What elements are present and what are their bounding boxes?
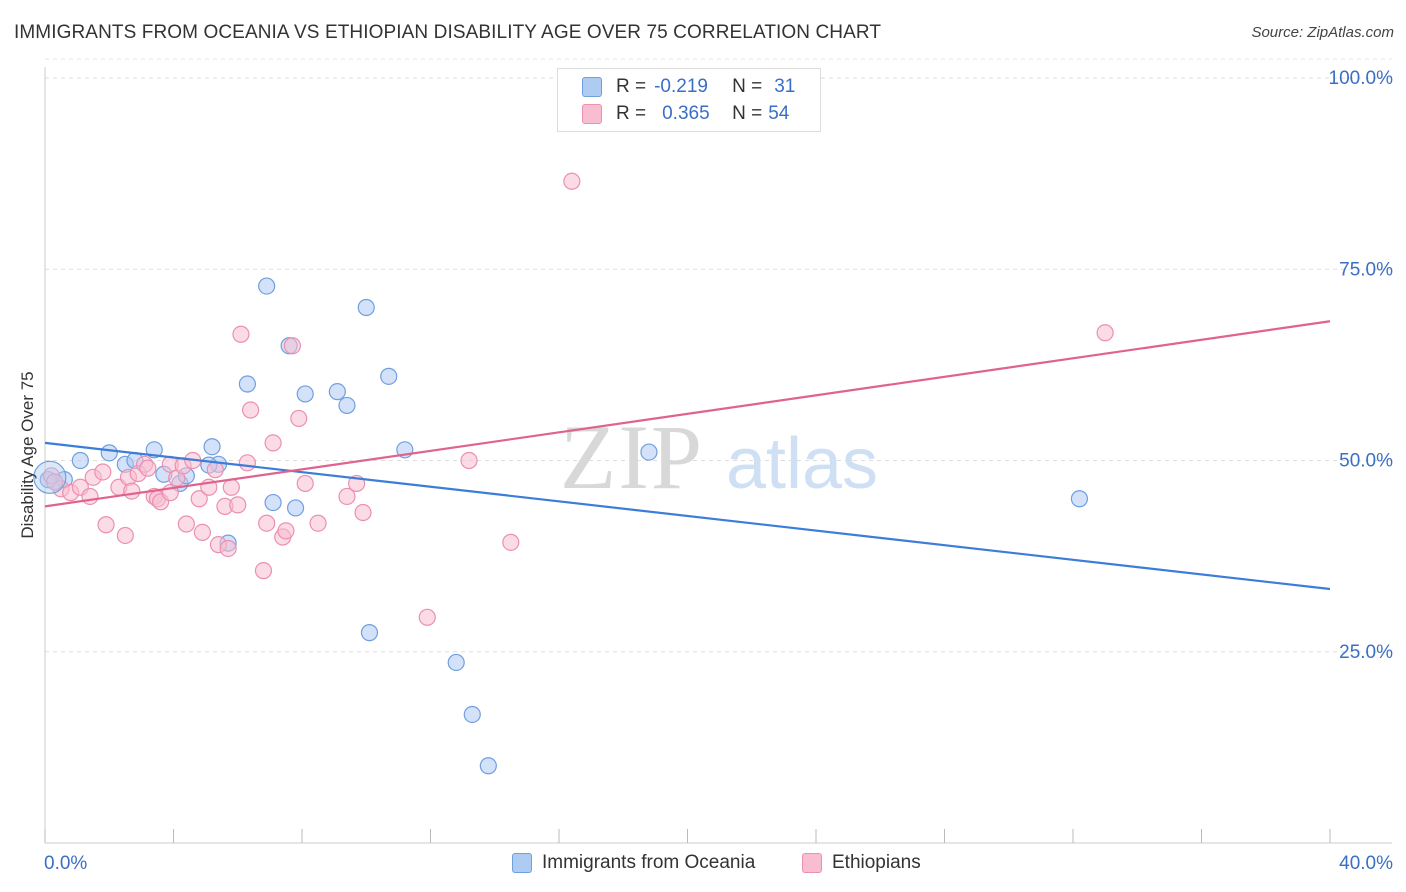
point-oceania (463, 705, 481, 724)
series-legend: Immigrants from Oceania Ethiopians (0, 852, 1406, 878)
y-tick-label: 100.0% (1329, 68, 1394, 89)
point-ethiopians (296, 474, 314, 493)
point-ethiopians (139, 459, 157, 477)
point-ethiopians (264, 434, 282, 452)
trend-lines (44, 320, 1331, 591)
point-ethiopians (232, 325, 250, 343)
point-oceania (479, 757, 497, 775)
point-ethiopians (177, 515, 195, 533)
point-ethiopians (94, 463, 112, 481)
gridlines (45, 58, 1392, 653)
point-oceania (264, 493, 282, 512)
point-ethiopians (502, 533, 520, 551)
data-points (33, 172, 1114, 775)
legend-r-value-oceania: -0.219 (654, 76, 708, 97)
tick-labels: 25.0% 50.0% 75.0% 100.0% 0.0% 40.0% (44, 68, 1393, 874)
point-ethiopians (238, 454, 256, 472)
point-ethiopians (309, 514, 327, 532)
point-oceania (360, 624, 379, 642)
watermark: ZIP atlas (560, 406, 878, 508)
y-tick-label: 50.0% (1339, 451, 1393, 472)
point-oceania (447, 653, 465, 672)
point-oceania (338, 396, 356, 415)
point-oceania (357, 298, 375, 317)
legend-r-label: R = (616, 76, 647, 97)
series-swatch-oceania (512, 853, 532, 873)
point-oceania (328, 383, 346, 401)
legend-r-value-ethiopians: 0.365 (662, 103, 710, 124)
x-tick-label: 40.0% (1339, 853, 1393, 874)
y-axis-label: Disability Age Over 75 (18, 371, 37, 539)
series-swatch-ethiopians (802, 853, 822, 873)
point-ethiopians (193, 523, 212, 542)
point-oceania (71, 451, 89, 470)
point-ethiopians (1096, 324, 1114, 342)
legend-swatch-ethiopians (582, 104, 602, 124)
point-ethiopians (258, 514, 276, 532)
y-tick-label: 25.0% (1339, 642, 1393, 663)
point-oceania (286, 499, 305, 517)
point-ethiopians (46, 473, 64, 491)
point-ethiopians (229, 496, 247, 514)
point-ethiopians (81, 487, 99, 506)
point-oceania (380, 367, 398, 385)
legend-row-ethiopians: R = 0.365 N = 54 (582, 100, 789, 128)
point-ethiopians (563, 172, 581, 190)
point-ethiopians (283, 337, 301, 355)
point-ethiopians (277, 522, 295, 540)
correlation-legend: R = -0.219 N = 31 R = 0.365 N = 54 (557, 68, 821, 132)
legend-row-oceania: R = -0.219 N = 31 (582, 73, 795, 101)
point-ethiopians (242, 401, 260, 419)
axes (44, 67, 1392, 844)
point-ethiopians (354, 503, 372, 522)
point-ethiopians (206, 461, 224, 479)
point-ethiopians (219, 539, 237, 558)
x-tick-label: 0.0% (44, 853, 87, 874)
trend-line-oceania (44, 441, 1331, 591)
point-ethiopians (190, 490, 208, 508)
series-legend-ethiopians[interactable]: Ethiopians (802, 852, 921, 874)
point-oceania (640, 443, 658, 461)
point-oceania (238, 375, 256, 393)
point-cluster-oceania (33, 460, 67, 494)
point-ethiopians (116, 526, 134, 545)
point-oceania (296, 385, 314, 403)
point-ethiopians (338, 487, 356, 506)
chart-title: IMMIGRANTS FROM OCEANIA VS ETHIOPIAN DIS… (14, 22, 882, 43)
point-ethiopians (222, 478, 240, 496)
watermark-atlas: atlas (726, 424, 878, 504)
legend-n-value-oceania: 31 (774, 76, 796, 97)
series-name-oceania: Immigrants from Oceania (542, 852, 756, 873)
point-ethiopians (254, 562, 273, 580)
point-oceania (203, 438, 221, 456)
y-tick-label: 75.0% (1339, 259, 1393, 280)
point-oceania (100, 444, 118, 462)
point-oceania (1070, 490, 1089, 508)
legend-swatch-oceania (582, 77, 602, 97)
point-ethiopians (460, 451, 478, 470)
point-oceania (258, 277, 276, 295)
legend-n-label: N = (732, 103, 763, 124)
point-ethiopians (418, 608, 436, 626)
point-ethiopians (123, 482, 141, 500)
trend-line-ethiopians (44, 320, 1331, 508)
point-ethiopians (290, 409, 308, 428)
series-name-ethiopians: Ethiopians (832, 852, 921, 873)
point-ethiopians (97, 516, 115, 534)
legend-n-value-ethiopians: 54 (768, 103, 790, 124)
legend-r-label: R = (616, 103, 647, 124)
series-legend-oceania[interactable]: Immigrants from Oceania (512, 852, 755, 874)
source-label: Source: ZipAtlas.com (1251, 24, 1394, 41)
legend-n-label: N = (732, 76, 763, 97)
